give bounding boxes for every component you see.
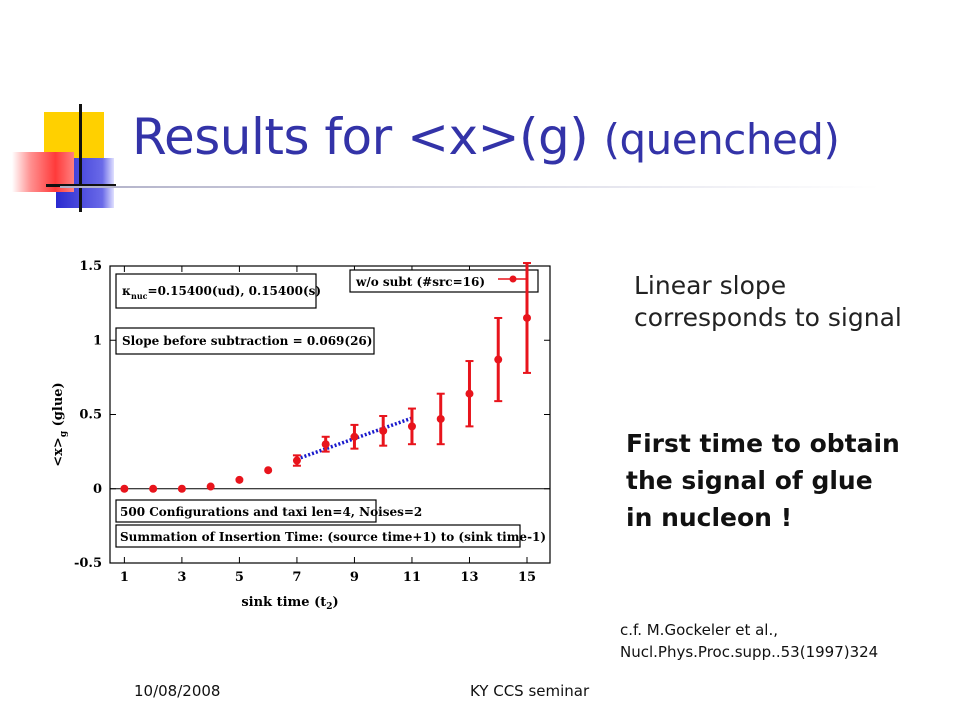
x-axis-label: sink time (t2) [241, 595, 338, 612]
note-glue: First time to obtain the signal of glue … [626, 425, 900, 536]
title-underline [60, 186, 880, 188]
chart-panel: 1 3 5 7 9 11 13 15 -0.5 0 0.5 1 1.5 sink time (t2) <x>… [40, 248, 555, 613]
y-tick-label: -0.5 [74, 556, 102, 571]
y-tick-label: 0.5 [79, 408, 102, 423]
reference-line-1: c.f. M.Gockeler et al., [620, 621, 778, 639]
y-tick-label: 1 [93, 333, 102, 348]
data-point [436, 414, 445, 423]
config-box [115, 499, 377, 523]
note-glue-line-1: First time to obtain [626, 429, 900, 458]
deco-horizontal-line [46, 184, 116, 187]
x-tick-label: 5 [235, 570, 244, 585]
y-tick-label: 1.5 [79, 259, 102, 274]
x-tick-label: 13 [460, 570, 478, 585]
deco-vertical-line [79, 104, 82, 212]
kappa-label: κnuc=0.15400(ud), 0.15400(s) [122, 284, 321, 301]
reference-note: c.f. M.Gockeler et al., Nucl.Phys.Proc.s… [620, 619, 878, 663]
note-signal: Linear slope corresponds to signal [634, 270, 902, 334]
note-signal-line-2: corresponds to signal [634, 303, 902, 332]
x-tick-label: 1 [120, 570, 129, 585]
title-paren: (quenched) [603, 115, 840, 164]
slope-label: Slope before subtraction = 0.069(26) [122, 334, 372, 348]
data-point [407, 422, 416, 431]
data-point [350, 432, 359, 441]
kappa-box [115, 273, 317, 309]
note-glue-line-2: the signal of glue [626, 466, 873, 495]
slide-title: Results for <x>(g) (quenched) [132, 108, 840, 166]
reference-line-2: Nucl.Phys.Proc.supp..53(1997)324 [620, 643, 879, 661]
y-axis-label: <x>g (glue) [51, 382, 69, 466]
data-point [522, 313, 531, 322]
x-tick-label: 7 [292, 570, 301, 585]
note-glue-line-3: in nucleon ! [626, 503, 793, 532]
data-point [494, 355, 503, 364]
legend-marker [509, 275, 517, 283]
footer-center: KY CCS seminar [470, 682, 590, 700]
data-point [264, 466, 273, 475]
footer-date: 10/08/2008 [134, 682, 221, 700]
data-point [120, 484, 129, 493]
config-label: 500 Configurations and taxi len=4, Noise… [120, 505, 422, 519]
title-main: Results for <x>(g) [132, 108, 604, 166]
slope-box [115, 327, 375, 355]
x-tick-label: 9 [350, 570, 359, 585]
data-point [235, 475, 244, 484]
data-point [292, 456, 301, 465]
data-point [149, 484, 158, 493]
x-tick-label: 15 [518, 570, 536, 585]
data-point [321, 440, 330, 449]
data-point [206, 482, 215, 491]
x-tick-label: 3 [177, 570, 186, 585]
data-point [177, 484, 186, 493]
y-tick-label: 0 [93, 482, 102, 497]
x-tick-label: 11 [403, 570, 421, 585]
note-signal-line-1: Linear slope [634, 271, 787, 300]
legend-box [349, 269, 539, 293]
data-point [465, 389, 474, 398]
data-point [379, 426, 388, 435]
summation-box [115, 524, 521, 548]
legend-label: w/o subt (#src=16) [355, 275, 485, 289]
summation-label: Summation of Insertion Time: (source tim… [120, 530, 546, 544]
